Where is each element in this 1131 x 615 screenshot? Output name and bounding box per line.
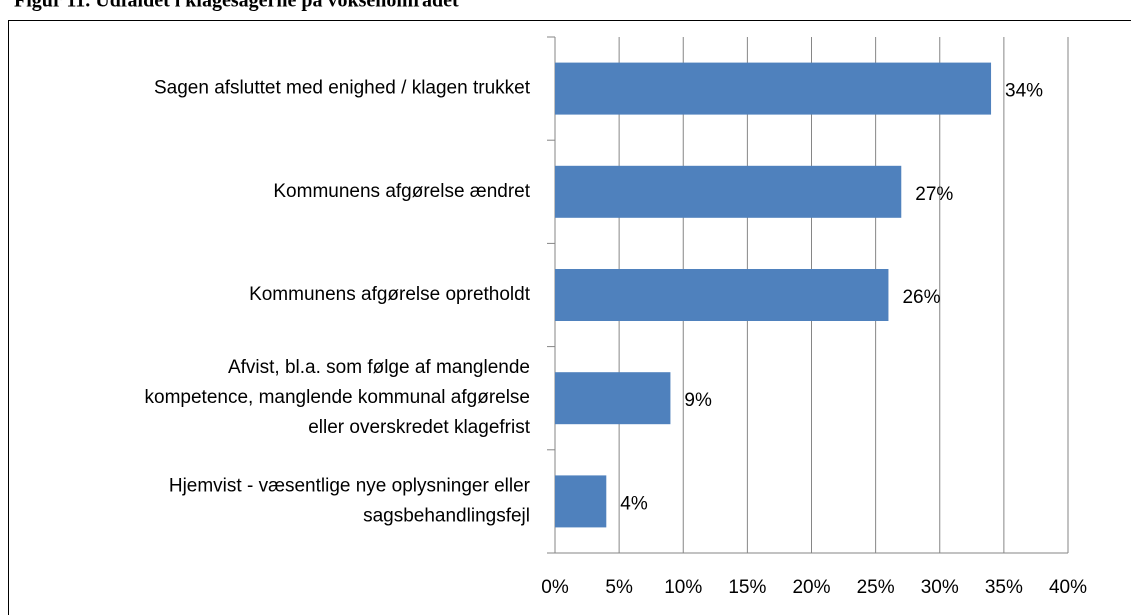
bar: [555, 269, 889, 321]
y-tick-label: Kommunens afgørelse opretholdt: [249, 284, 531, 305]
y-tick-label: Afvist, bl.a. som følge af manglende komp…: [145, 357, 531, 438]
bar: [555, 372, 671, 425]
data-label: 34%: [1005, 81, 1043, 102]
chart-frame: [8, 20, 1131, 615]
y-tick-label: Sagen afsluttet med enighed / klagen tru…: [154, 78, 531, 99]
x-tick-label: 30%: [921, 577, 959, 598]
x-tick-label: 25%: [857, 577, 895, 598]
data-label: 4%: [620, 493, 648, 514]
x-tick-label: 15%: [728, 577, 766, 598]
x-tick-label: 35%: [985, 577, 1023, 598]
bar: [555, 165, 902, 218]
data-label: 27%: [915, 184, 953, 205]
y-tick-label: Hjemvist - væsentlige nye oplysninger el…: [169, 475, 531, 526]
x-tick-label: 5%: [605, 577, 633, 598]
bar: [555, 475, 607, 528]
x-tick-label: 20%: [792, 577, 830, 598]
data-label: 9%: [684, 390, 712, 411]
chart-title: Figur 11. Udfaldet i klagesagerne på vok…: [14, 0, 459, 12]
x-tick-label: 0%: [541, 577, 569, 598]
x-tick-label: 10%: [664, 577, 702, 598]
bar: [555, 62, 992, 115]
y-tick-label: Kommunens afgørelse ændret: [273, 181, 530, 202]
x-tick-label: 40%: [1049, 577, 1087, 598]
data-label: 26%: [902, 287, 940, 308]
